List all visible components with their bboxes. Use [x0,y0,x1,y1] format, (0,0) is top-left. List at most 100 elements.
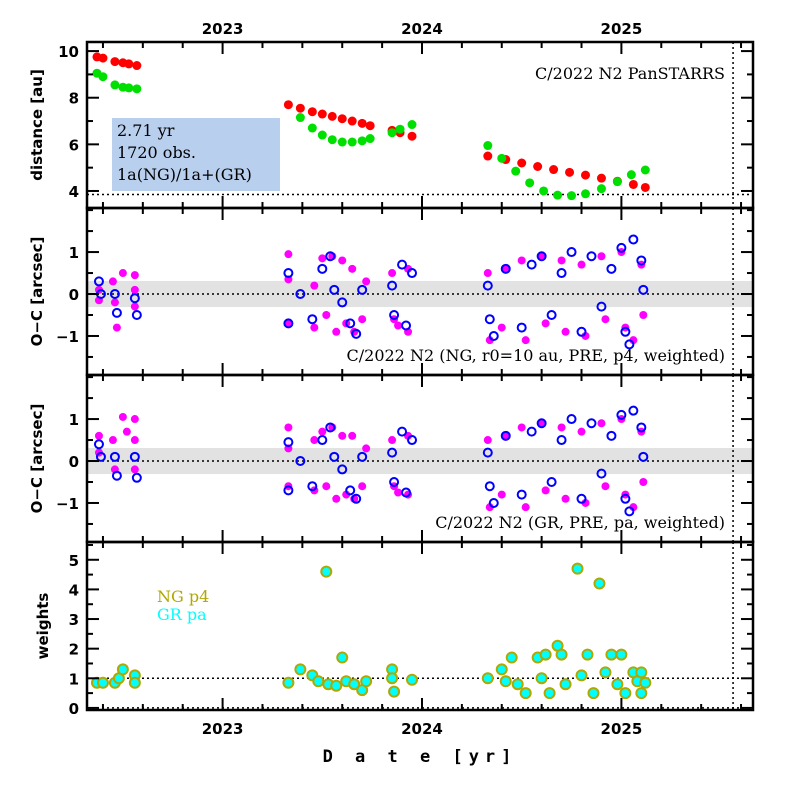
data-point [108,436,117,445]
data-point [596,173,606,183]
data-point [481,672,494,685]
data-point [624,339,635,350]
data-point [581,170,591,180]
data-point [124,83,134,93]
data-point [640,182,650,192]
data-point [581,189,591,199]
data-point [283,437,294,448]
data-point [407,268,418,279]
data-point [325,251,336,262]
data-point [394,488,403,497]
data-point [517,158,527,168]
data-point [118,412,127,421]
data-point [111,470,122,481]
data-point [317,109,327,119]
data-point [95,451,106,462]
data-point [577,427,586,436]
data-point [556,435,567,446]
data-point [317,130,327,140]
data-point [559,678,572,691]
data-point [388,436,397,445]
data-point [284,250,293,259]
y-tick-label: 3 [69,611,79,629]
y-axis-label: weights [34,593,52,660]
data-point [110,298,119,307]
data-point [332,327,341,336]
data-point [294,663,307,676]
data-point [567,191,577,201]
panel-4: 0 1 2 3 4 5 weights 2023 2024 2025 D a t e [yr] NG … [34,540,755,767]
data-point [283,318,294,329]
data-point [112,323,121,332]
data-point [620,326,631,337]
data-point [327,111,337,121]
data-point [483,141,493,151]
data-point [312,675,325,688]
data-point [576,326,587,337]
panel-frame [85,540,755,712]
data-point [484,481,495,492]
data-point [132,84,142,94]
data-point [484,314,495,325]
data-point [516,489,527,500]
x-tick-label-top: 2025 [601,20,643,38]
data-point [283,485,294,496]
data-point [131,309,142,320]
y-tick-label: 0 [69,286,79,304]
data-point [549,165,559,175]
data-point [357,451,368,462]
data-point [606,263,617,274]
data-point [628,405,639,416]
data-point [593,577,606,590]
data-point [612,177,622,187]
y-tick-label: 10 [58,43,79,61]
data-point [407,131,417,141]
data-point [566,247,577,258]
data-point [485,503,494,512]
panel-1: 4 6 8 10 distance [au] C/2022 N2 PanSTARRS 2.7… [28,20,755,210]
data-point [639,676,652,689]
data-point [98,53,108,63]
data-point [320,565,333,578]
data-point [329,451,340,462]
data-point [511,166,521,176]
panel-2: −1 0 1 O−C [arcsec] C/2022 N2 (NG, r0=10 au,… [28,206,755,377]
data-point [389,309,400,320]
data-point [345,318,356,329]
data-point [295,113,305,123]
data-point [640,165,650,175]
info-box-line: 1720 obs. [117,143,196,162]
data-point [483,151,493,161]
data-point [318,254,327,263]
data-point [132,61,142,71]
data-point [110,80,120,90]
data-point [638,284,649,295]
data-point [130,465,139,474]
data-point [118,269,127,278]
info-box-line: 1a(NG)/1a+(GR) [117,165,252,184]
data-point [307,123,317,133]
data-point [325,422,336,433]
data-point [601,315,610,324]
data-point [556,268,567,279]
data-point [497,490,506,499]
data-point [358,315,367,324]
data-point [639,310,648,319]
data-point [500,263,511,274]
data-point [635,687,648,700]
data-point [497,153,507,163]
data-point [338,256,347,265]
data-point [284,423,293,432]
data-point [360,675,373,688]
y-axis-label: O−C [arcsec] [28,237,46,347]
data-point [322,310,331,319]
data-point [495,663,508,676]
data-point [596,468,607,479]
data-point [365,121,375,131]
data-point [541,319,550,328]
data-point [586,251,597,262]
data-point [555,648,568,661]
data-point [500,430,511,441]
data-point [358,482,367,491]
data-point [482,280,493,291]
